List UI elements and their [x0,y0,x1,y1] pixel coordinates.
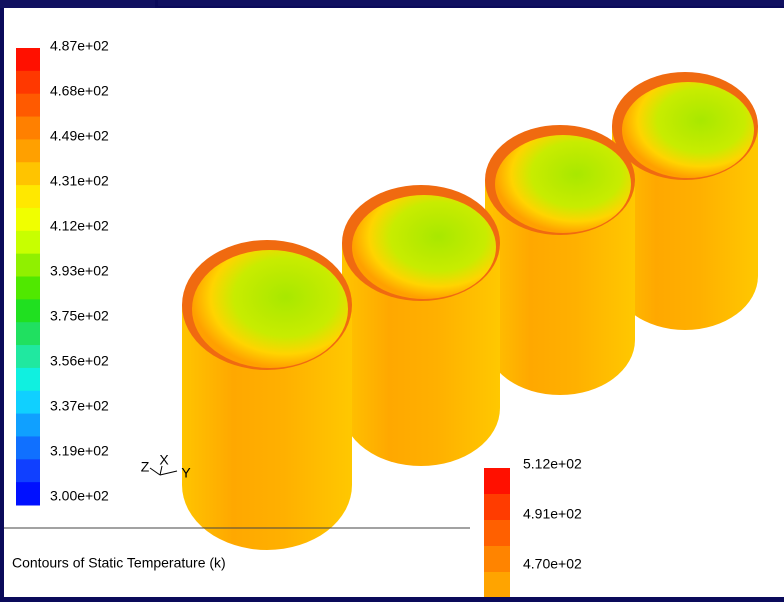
legend-swatch [16,208,40,231]
cylinder-inside [192,250,348,368]
legend-swatch [16,231,40,254]
frame [0,0,155,8]
legend-label: 4.91e+02 [523,506,582,522]
legend-label: 3.00e+02 [50,488,109,504]
legend-swatch [16,94,40,117]
frame [158,0,784,6]
cylinder-inside [495,135,631,233]
screen: 4.87e+02 4.68e+02 4.49e+02 4.31e+02 4.12e+02… [0,0,784,597]
legend-label: 3.56e+02 [50,353,109,369]
legend-label: 5.12e+02 [523,456,582,472]
legend-swatch [16,185,40,208]
axis-label: Z [141,459,150,475]
legend-swatch [16,436,40,459]
legend-swatch [16,71,40,94]
legend-label: 3.37e+02 [50,398,109,414]
legend-swatch [16,482,40,505]
legend-swatch [484,468,510,495]
legend-swatch [16,139,40,162]
legend-swatch [16,414,40,437]
axis-label: X [159,452,169,468]
legend-swatch [484,546,510,573]
legend-label: 3.93e+02 [50,263,109,279]
legend-swatch [16,277,40,300]
legend-swatch [16,117,40,140]
legend-swatch [16,368,40,391]
legend-swatch [16,391,40,414]
legend-swatch [16,254,40,277]
legend-label: 3.75e+02 [50,308,109,324]
legend-swatch [16,459,40,482]
legend-swatch [16,322,40,345]
legend-swatch [484,494,510,521]
caption: Contours of Static Temperature (k) [12,555,226,571]
legend-label: 4.68e+02 [50,83,109,99]
legend-swatch [484,572,510,597]
legend-label: 4.49e+02 [50,128,109,144]
legend-swatch [16,299,40,322]
axis-label: Y [181,465,191,481]
legend-label: 4.70e+02 [523,556,582,572]
cylinder-inside [352,195,496,299]
legend-label: 4.12e+02 [50,218,109,234]
legend-label: 4.87e+02 [50,38,109,54]
legend-label: 4.31e+02 [50,173,109,189]
legend-swatch [16,48,40,71]
legend-swatch [484,520,510,547]
cylinder-inside [622,82,754,178]
legend-label: 3.19e+02 [50,443,109,459]
legend-swatch [16,345,40,368]
legend-swatch [16,162,40,185]
